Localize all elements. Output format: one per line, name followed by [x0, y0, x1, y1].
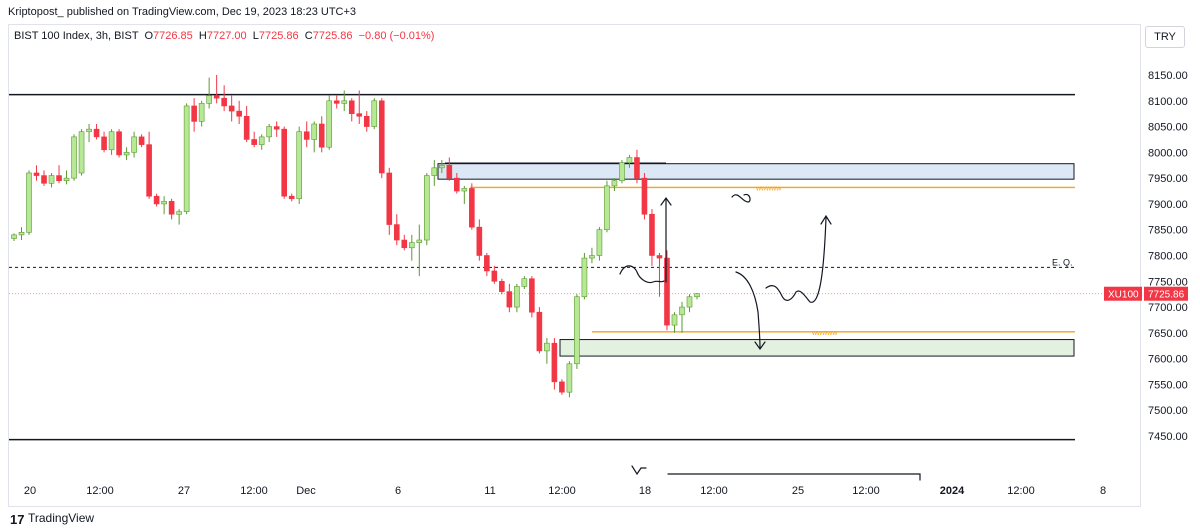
y-tick-label: 8050.00: [1148, 122, 1188, 134]
publication-info: Kriptopost_ published on TradingView.com…: [8, 6, 357, 18]
y-tick-label: 7800.00: [1148, 251, 1188, 263]
y-tick-label: 8150.00: [1148, 70, 1188, 82]
legend-high-label: H: [198, 30, 207, 42]
y-tick-label: 7650.00: [1148, 328, 1188, 340]
footer-brand: TradingView: [28, 511, 95, 525]
chart-legend: BIST 100 Index, 3h, BIST O7726.85 H7727.…: [14, 30, 434, 42]
tradingview-logo-icon: 17: [10, 512, 25, 527]
y-tick-label: 7750.00: [1148, 276, 1188, 288]
y-tick-label: 7500.00: [1148, 405, 1188, 417]
y-tick-label: 8000.00: [1148, 147, 1188, 159]
legend-change: −0.80 (−0.01%): [358, 30, 435, 42]
footer: 17 TradingView: [0, 506, 1200, 530]
legend-close-label: C: [304, 30, 313, 42]
y-tick-label: 7950.00: [1148, 173, 1188, 185]
legend-high: 7727.00: [206, 30, 247, 42]
legend-open: 7726.85: [153, 30, 193, 42]
y-tick-label: 7450.00: [1148, 431, 1188, 443]
price-tag-value-bg: [1144, 286, 1188, 301]
y-tick-label: 7700.00: [1148, 302, 1188, 314]
legend-low: 7725.86: [258, 30, 299, 42]
price-tag-value: 7725.86: [1148, 290, 1185, 301]
y-tick-label: 7550.00: [1148, 379, 1188, 391]
publication-header: Kriptopost_ published on TradingView.com…: [0, 0, 1200, 24]
y-tick-label: 7900.00: [1148, 199, 1188, 211]
y-tick-label: 7850.00: [1148, 225, 1188, 237]
currency-button[interactable]: TRY: [1145, 26, 1185, 48]
chart-pane[interactable]: [8, 24, 1141, 507]
legend-symbol: BIST 100 Index, 3h, BIST: [14, 30, 139, 42]
legend-low-label: L: [252, 30, 259, 42]
legend-close: 7725.86: [312, 30, 353, 42]
y-tick-label: 8100.00: [1148, 96, 1188, 108]
y-tick-label: 7600.00: [1148, 354, 1188, 366]
legend-open-label: O: [144, 30, 154, 42]
